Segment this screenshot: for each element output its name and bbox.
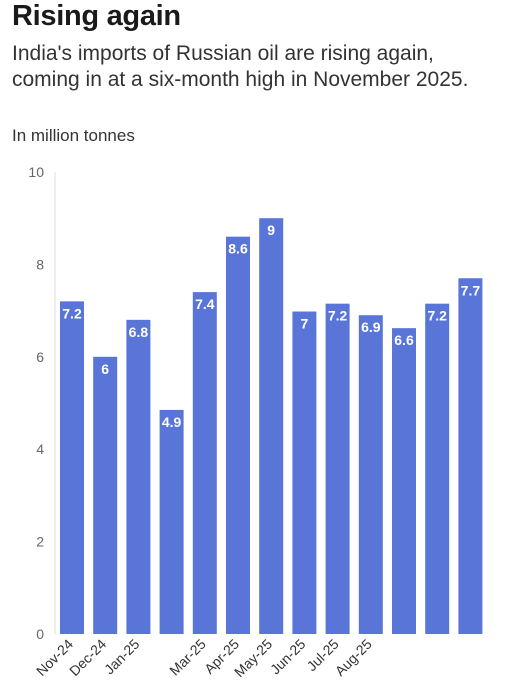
data-label: 8.6 bbox=[228, 241, 248, 257]
bar bbox=[325, 303, 350, 634]
data-label: 6.8 bbox=[129, 324, 149, 340]
y-tick-label: 8 bbox=[36, 256, 44, 272]
bar bbox=[458, 278, 483, 634]
data-label: 7.2 bbox=[328, 308, 348, 324]
bar bbox=[93, 356, 118, 634]
bar bbox=[159, 409, 184, 634]
x-tick-label: May-25 bbox=[231, 636, 275, 680]
bars bbox=[60, 218, 483, 634]
bar bbox=[126, 319, 151, 634]
x-tick-label: Aug-25 bbox=[332, 636, 375, 679]
y-tick-label: 0 bbox=[36, 626, 44, 642]
bar bbox=[226, 236, 250, 634]
y-tick-label: 2 bbox=[36, 534, 44, 550]
data-label: 7.2 bbox=[427, 308, 447, 324]
chart-subtitle: India's imports of Russian oil are risin… bbox=[12, 42, 469, 91]
x-tick-label: Jan-25 bbox=[101, 636, 143, 678]
bar bbox=[358, 315, 383, 634]
unit-label: In million tonnes bbox=[12, 126, 135, 145]
chart-title: Rising again bbox=[12, 0, 181, 32]
data-label: 4.9 bbox=[162, 414, 182, 430]
y-tick-label: 6 bbox=[36, 349, 44, 365]
data-label: 6.9 bbox=[361, 319, 381, 335]
y-tick-label: 4 bbox=[36, 441, 44, 457]
x-tick-label: Mar-25 bbox=[166, 636, 209, 679]
data-labels: 7.2 6 6.8 4.9 7.4 8.6 9 7 7.2 6.9 6.6 7.2 7.7 bbox=[62, 222, 480, 430]
bar bbox=[392, 328, 416, 634]
bar bbox=[425, 303, 450, 634]
data-label: 9 bbox=[267, 222, 275, 238]
x-tick-label: Dec-24 bbox=[66, 636, 109, 679]
data-label: 6 bbox=[101, 361, 109, 377]
bar bbox=[259, 218, 284, 634]
y-tick-label: 10 bbox=[28, 164, 44, 180]
data-label: 7.7 bbox=[461, 282, 481, 298]
data-label: 6.6 bbox=[394, 332, 414, 348]
y-axis-ticks: 0 2 4 6 8 10 bbox=[28, 164, 44, 642]
bar bbox=[192, 292, 217, 634]
x-tick-label: Jun-25 bbox=[267, 636, 309, 678]
data-label: 7 bbox=[301, 316, 309, 332]
data-label: 7.4 bbox=[195, 296, 215, 312]
bar bbox=[292, 311, 317, 634]
bar bbox=[60, 301, 84, 634]
data-label: 7.2 bbox=[62, 305, 82, 321]
